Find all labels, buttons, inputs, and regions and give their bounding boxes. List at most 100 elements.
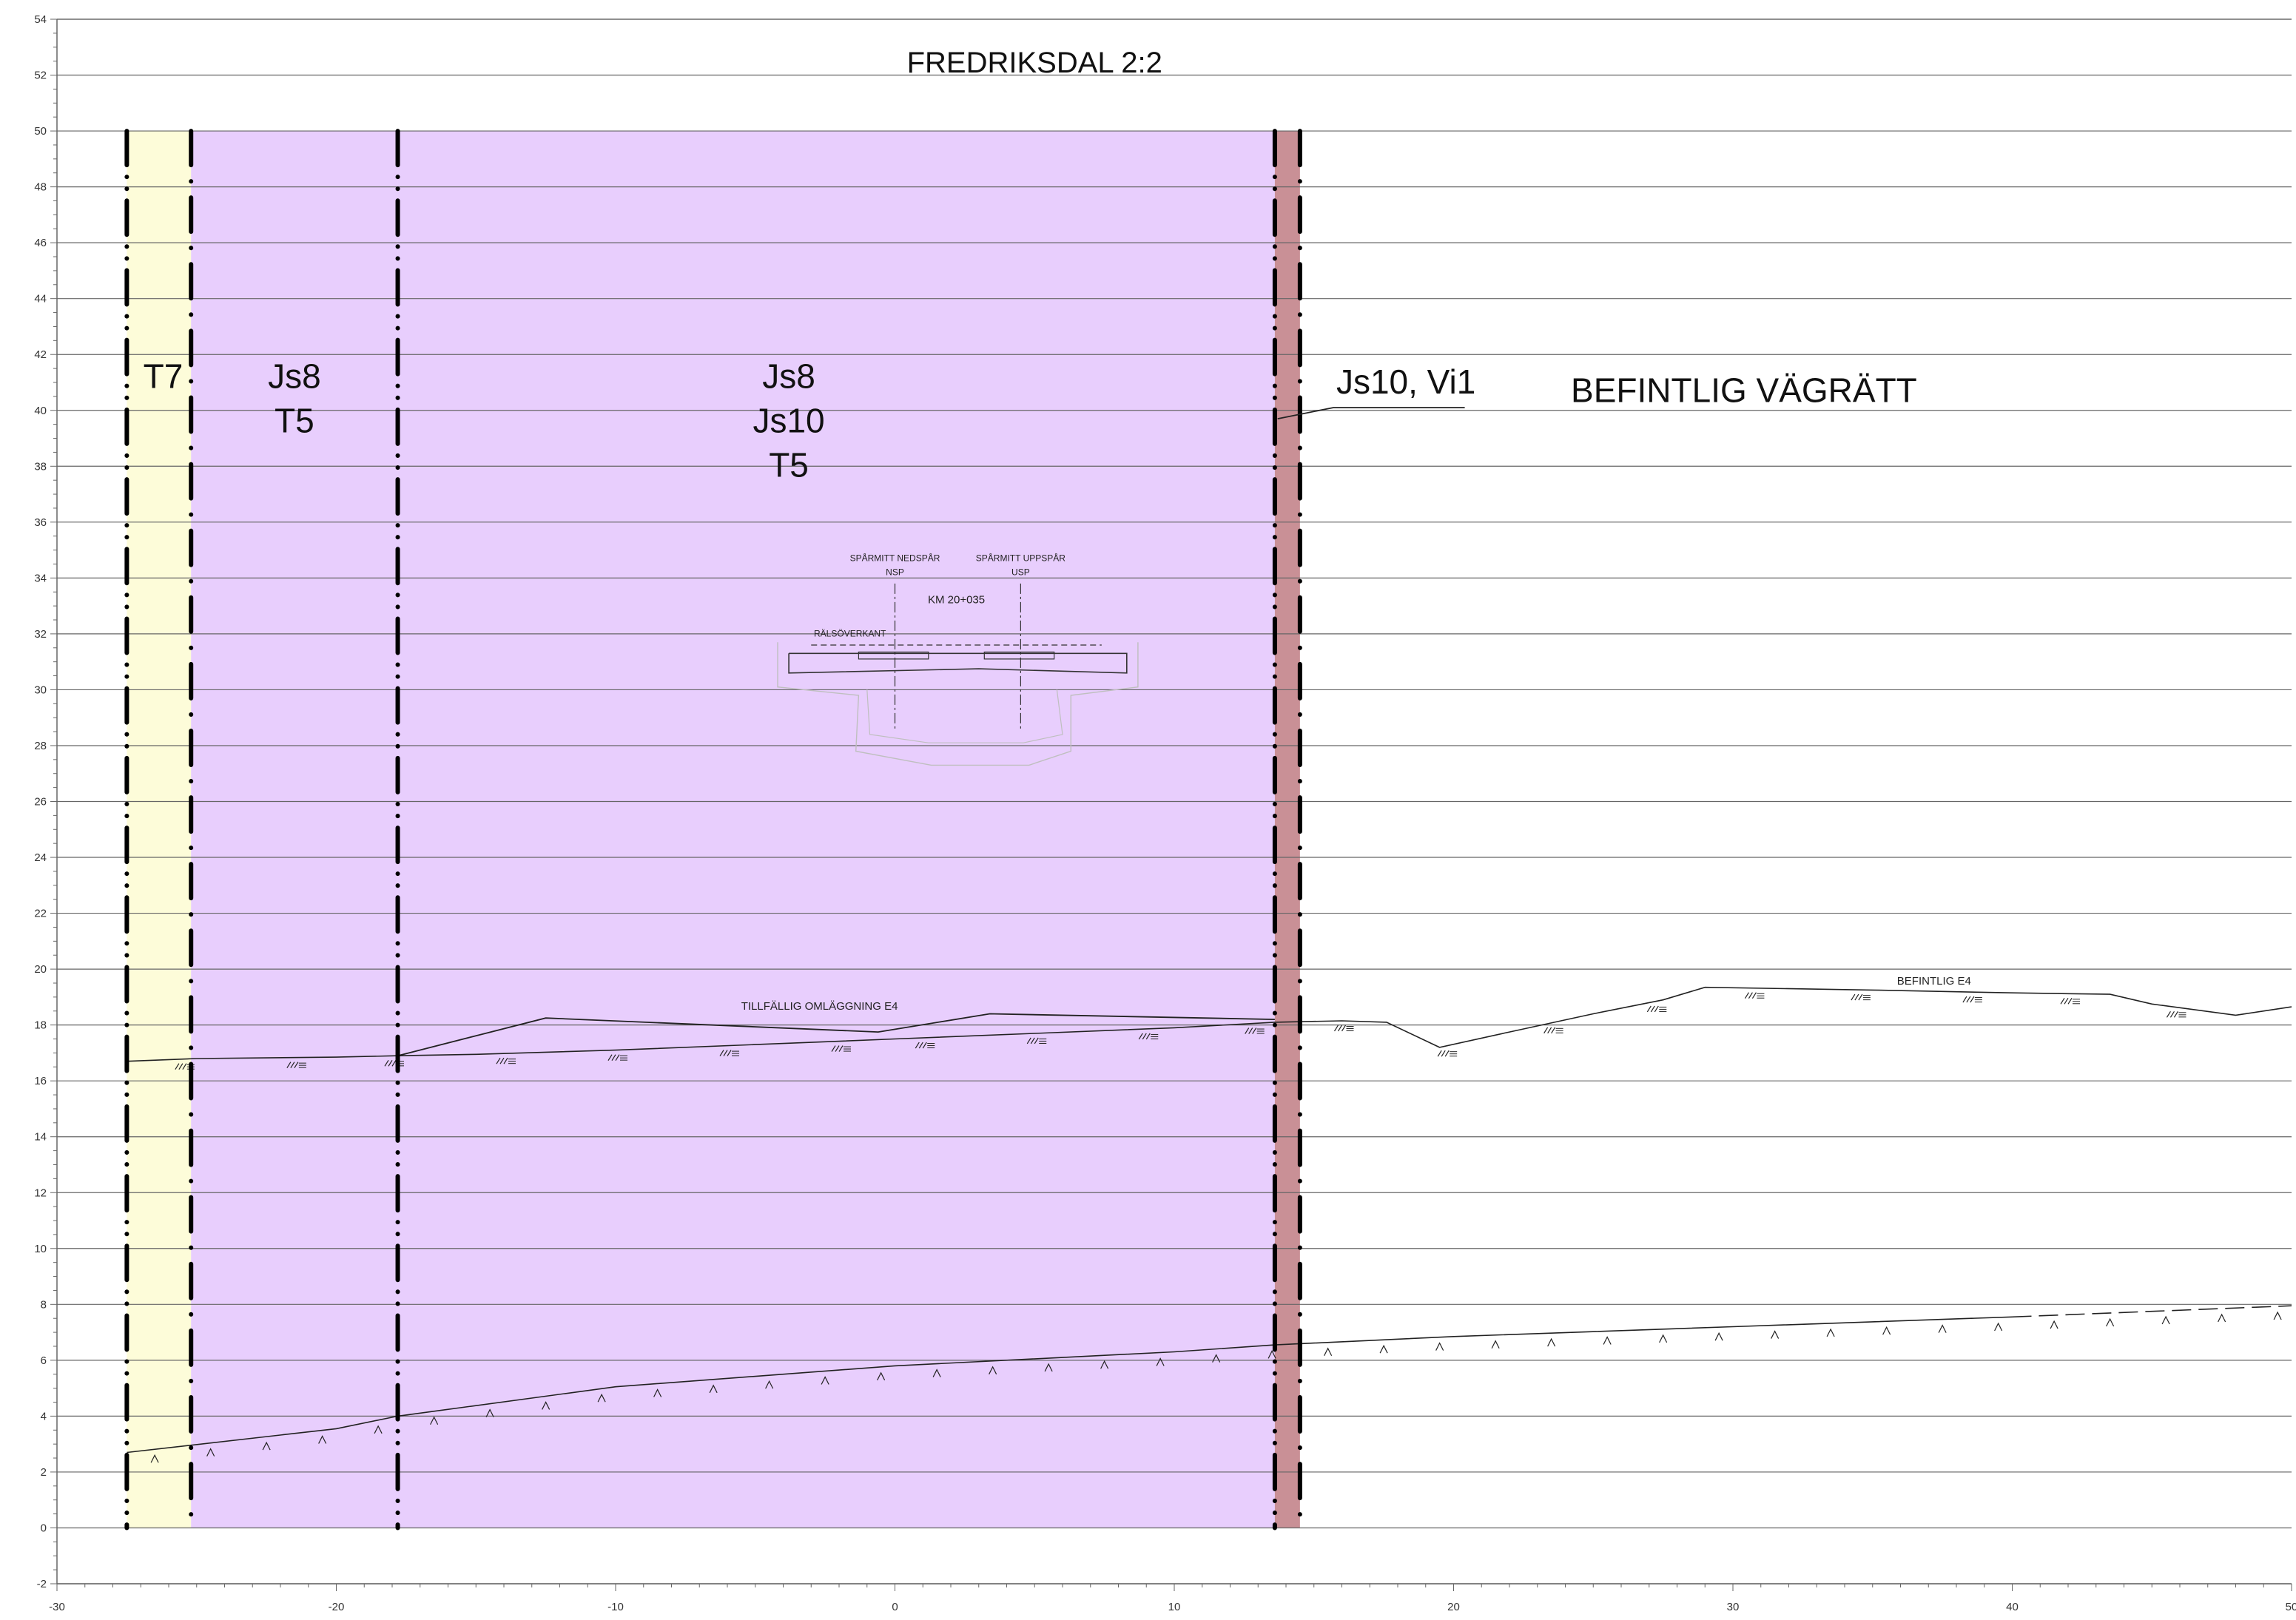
zone-label-js8-js10-t5: Js10 bbox=[753, 402, 824, 440]
hatch-stroke bbox=[838, 1045, 844, 1052]
hatch-stroke bbox=[2060, 997, 2065, 1005]
y-tick-label: 16 bbox=[34, 1075, 47, 1087]
zone-label-js8-t5: Js8 bbox=[268, 357, 321, 396]
axes: -202468101214161820222426283032343638404… bbox=[34, 13, 2296, 1613]
rock-mark bbox=[932, 1368, 941, 1377]
rock-mark bbox=[374, 1425, 383, 1434]
hatch-stroke bbox=[831, 1045, 836, 1052]
rock-mark bbox=[262, 1441, 271, 1451]
hatch-stroke bbox=[719, 1050, 724, 1056]
ground-hatch bbox=[286, 1062, 306, 1068]
y-tick-label: 30 bbox=[34, 684, 47, 696]
hatch-stroke bbox=[2064, 997, 2069, 1005]
hatch-stroke bbox=[1547, 1027, 1552, 1034]
y-tick-label: 4 bbox=[41, 1410, 47, 1422]
hatch-stroke bbox=[1646, 1005, 1652, 1013]
ground-hatch bbox=[1744, 992, 1765, 999]
zone-label-t7: T7 bbox=[144, 357, 184, 396]
hatch-stroke bbox=[1341, 1025, 1347, 1032]
rock-line-dashed bbox=[2012, 1305, 2292, 1318]
ground-hatch bbox=[1646, 1005, 1667, 1013]
track-sleeper bbox=[983, 651, 1055, 660]
rock-mark bbox=[1994, 1322, 2003, 1332]
ground-hatch bbox=[1333, 1025, 1354, 1032]
hatch-stroke bbox=[1854, 993, 1859, 1001]
y-tick-label: 50 bbox=[34, 125, 47, 138]
label-existing-road: BEFINTLIG E4 bbox=[1897, 975, 1971, 988]
x-tick-label: -30 bbox=[49, 1601, 65, 1613]
ground-hatch bbox=[1851, 993, 1871, 1001]
zone-label-js8-js10-t5: T5 bbox=[769, 446, 809, 485]
y-tick-label: 18 bbox=[34, 1019, 47, 1032]
rock-mark bbox=[2161, 1315, 2170, 1325]
callout-js10-vi1: Js10, Vi1 bbox=[1336, 362, 1475, 401]
hatch-stroke bbox=[607, 1054, 613, 1061]
y-tick-label: 26 bbox=[34, 796, 47, 809]
bridge-outline-faint bbox=[777, 642, 1139, 766]
y-tick-label: 2 bbox=[41, 1466, 47, 1479]
rock-mark bbox=[821, 1376, 829, 1385]
rock-mark bbox=[485, 1408, 494, 1417]
zone-js8-t5 bbox=[191, 131, 398, 1528]
y-tick-label: 38 bbox=[34, 460, 47, 473]
rock-mark bbox=[1938, 1324, 1947, 1333]
track-sleeper bbox=[858, 651, 929, 660]
hatch-stroke bbox=[723, 1050, 728, 1056]
hatch-stroke bbox=[1543, 1027, 1549, 1034]
label-track-centre-up: SPÅRMITT UPPSPÅR bbox=[976, 553, 1065, 564]
hatch-stroke bbox=[290, 1062, 295, 1068]
zone-label-js8-t5: T5 bbox=[275, 402, 314, 440]
x-tick-label: 0 bbox=[892, 1601, 898, 1613]
hatch-stroke bbox=[1437, 1050, 1442, 1057]
rock-mark bbox=[2106, 1317, 2115, 1327]
zone-label-js8-js10-t5: Js8 bbox=[762, 357, 815, 396]
x-tick-label: -20 bbox=[329, 1601, 345, 1613]
y-tick-label: -2 bbox=[37, 1578, 47, 1590]
hatch-stroke bbox=[1650, 1005, 1655, 1013]
property-boundaries bbox=[124, 129, 1302, 1530]
rock-mark bbox=[1044, 1363, 1053, 1372]
y-tick-label: 24 bbox=[34, 851, 47, 864]
rock-mark bbox=[1267, 1350, 1276, 1359]
labels: FREDRIKSDAL 2:2 T7 Js8 T5 Js8 Js10 T5 Js10, Vi1… bbox=[144, 47, 1971, 1013]
zone-t7 bbox=[127, 131, 192, 1528]
hatch-stroke bbox=[1748, 992, 1753, 999]
bridge-cross-section bbox=[777, 583, 1139, 766]
hatch-stroke bbox=[1444, 1050, 1450, 1057]
hatch-stroke bbox=[1744, 992, 1749, 999]
y-tick-label: 32 bbox=[34, 628, 47, 641]
hatch-stroke bbox=[611, 1054, 616, 1061]
ground-hatch bbox=[1543, 1027, 1563, 1034]
hatch-stroke bbox=[1026, 1037, 1031, 1044]
rock-mark bbox=[150, 1454, 159, 1463]
temporary-road-line bbox=[397, 1013, 1275, 1057]
rock-mark bbox=[1100, 1360, 1109, 1369]
hatch-stroke bbox=[503, 1057, 508, 1064]
hatch-stroke bbox=[2166, 1011, 2171, 1018]
ground-hatch bbox=[496, 1057, 516, 1064]
hatch-stroke bbox=[2067, 997, 2073, 1005]
hatch-stroke bbox=[1252, 1027, 1257, 1034]
y-tick-label: 48 bbox=[34, 181, 47, 194]
hatch-stroke bbox=[286, 1062, 292, 1068]
ground-hatch bbox=[1138, 1033, 1159, 1040]
hatch-stroke bbox=[1138, 1033, 1143, 1040]
rock-mark bbox=[1156, 1357, 1165, 1366]
hatch-stroke bbox=[1441, 1050, 1446, 1057]
x-tick-label: 10 bbox=[1168, 1601, 1181, 1613]
rock-mark bbox=[1882, 1326, 1891, 1335]
ground-hatch bbox=[1245, 1027, 1265, 1034]
ground-hatch bbox=[1026, 1037, 1047, 1044]
hatch-stroke bbox=[1966, 996, 1971, 1003]
hatch-stroke bbox=[499, 1057, 505, 1064]
terrain-lines bbox=[127, 986, 2292, 1463]
x-tick-label: 30 bbox=[1727, 1601, 1740, 1613]
y-tick-label: 0 bbox=[41, 1522, 47, 1534]
zone-js8-js10-t5 bbox=[397, 131, 1275, 1528]
rock-mark bbox=[2273, 1311, 2282, 1320]
rock-mark bbox=[2050, 1320, 2058, 1329]
zone-fills bbox=[127, 131, 1300, 1528]
y-tick-label: 46 bbox=[34, 237, 47, 249]
